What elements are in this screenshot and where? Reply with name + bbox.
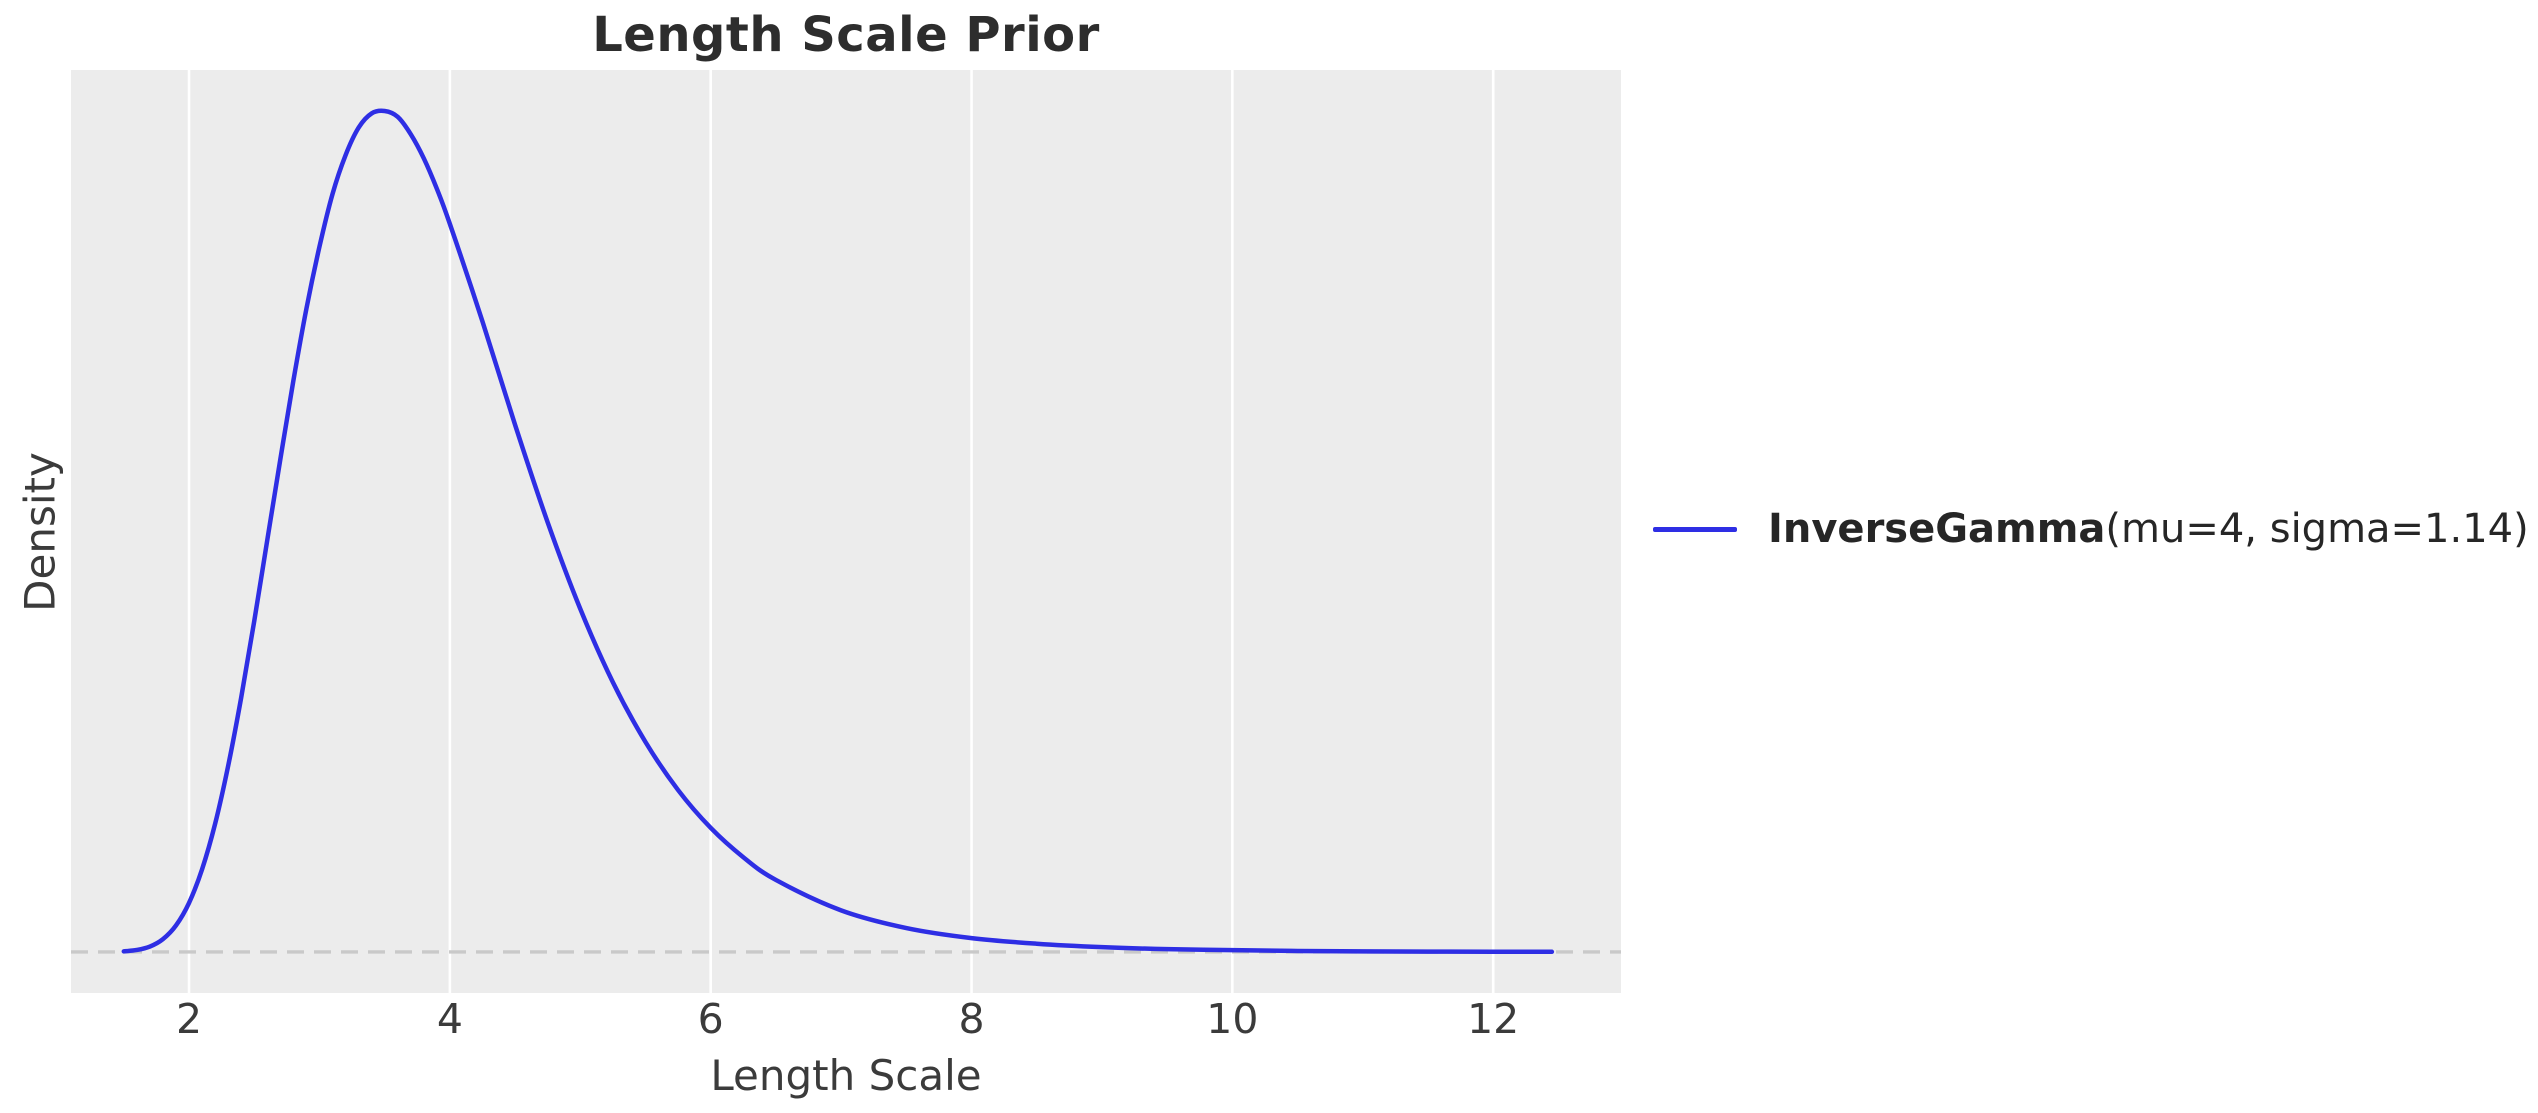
- x-tick-label: 4: [436, 995, 463, 1043]
- density-curve: [121, 108, 1555, 955]
- y-axis-label: Density: [15, 452, 65, 612]
- x-tick-label: 10: [1206, 995, 1259, 1043]
- legend-label: InverseGamma(mu=4, sigma=1.14): [1768, 506, 2529, 552]
- legend-label-params: (mu=4, sigma=1.14): [2105, 506, 2529, 552]
- x-axis-label: Length Scale: [710, 1051, 982, 1100]
- x-tick-label: 8: [958, 995, 985, 1043]
- plot-canvas: [71, 70, 1621, 993]
- legend-label-distribution: InverseGamma: [1768, 506, 2106, 552]
- legend-line-swatch: [1653, 526, 1737, 532]
- x-tick-label: 6: [697, 995, 724, 1043]
- legend: InverseGamma(mu=4, sigma=1.14): [1653, 506, 2529, 552]
- x-tick-label: 12: [1467, 995, 1520, 1043]
- x-tick-label: 2: [175, 995, 203, 1043]
- plot-area: [71, 70, 1621, 993]
- chart-title: Length Scale Prior: [592, 7, 1100, 63]
- x-axis-ticks: 2 4 6 8 10 12: [71, 999, 1621, 1051]
